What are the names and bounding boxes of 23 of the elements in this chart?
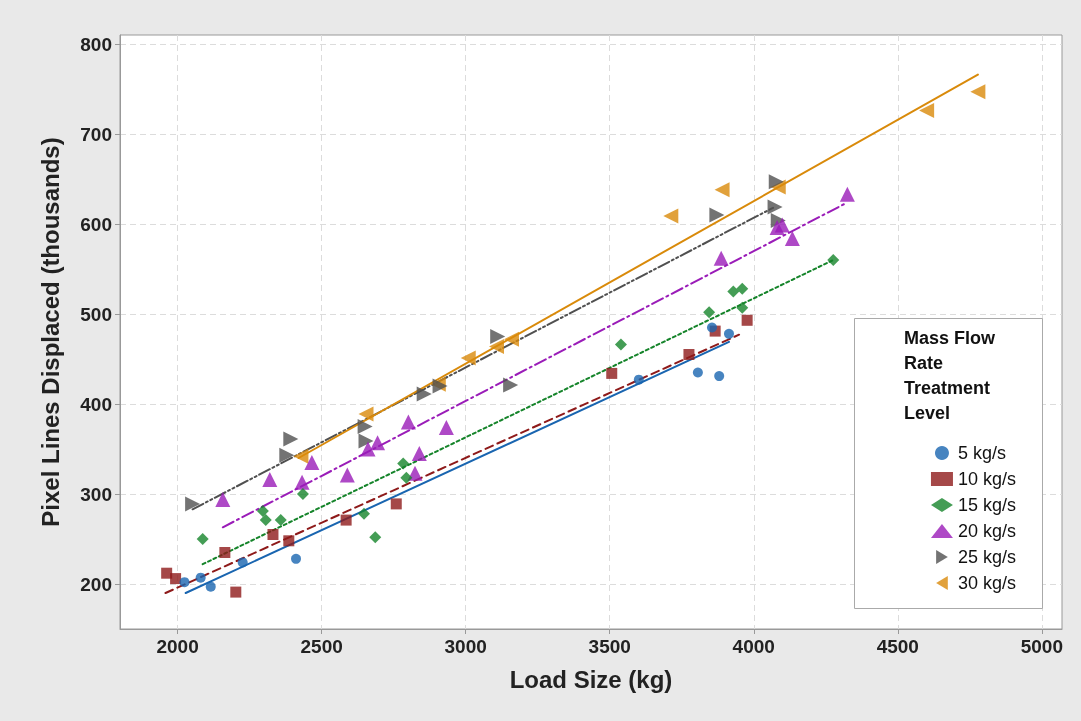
- x-axis-title: Load Size (kg): [509, 665, 673, 693]
- legend-label: 5 kg/s: [957, 443, 1006, 463]
- x-tick-label: 2000: [156, 636, 199, 657]
- x-tick-label: 5000: [1020, 636, 1063, 657]
- x-tick-label: 3000: [444, 636, 487, 657]
- y-tick-label: 300: [80, 483, 112, 505]
- y-tick-label: 800: [80, 33, 112, 55]
- y-tick-label: 500: [80, 303, 112, 325]
- y-tick-label: 700: [80, 123, 112, 145]
- y-tick-label: 400: [80, 393, 112, 415]
- y-axis-title: Pixel Lines Displaced (thousands): [36, 137, 64, 527]
- x-tick-label: 2500: [300, 636, 343, 657]
- legend-label: 20 kg/s: [957, 521, 1017, 541]
- legend-label: 25 kg/s: [957, 547, 1017, 567]
- y-tick-label: 600: [80, 213, 112, 235]
- x-tick-label: 3500: [588, 636, 631, 657]
- legend-label: 10 kg/s: [957, 469, 1017, 489]
- y-tick-label: 200: [80, 573, 112, 595]
- x-tick-label: 4000: [732, 636, 775, 657]
- legend-label: 30 kg/s: [957, 573, 1017, 593]
- x-tick-label: 4500: [876, 636, 919, 657]
- legend-title: Mass Flow Rate Treatment Level: [903, 327, 996, 423]
- legend-label: 15 kg/s: [957, 495, 1017, 515]
